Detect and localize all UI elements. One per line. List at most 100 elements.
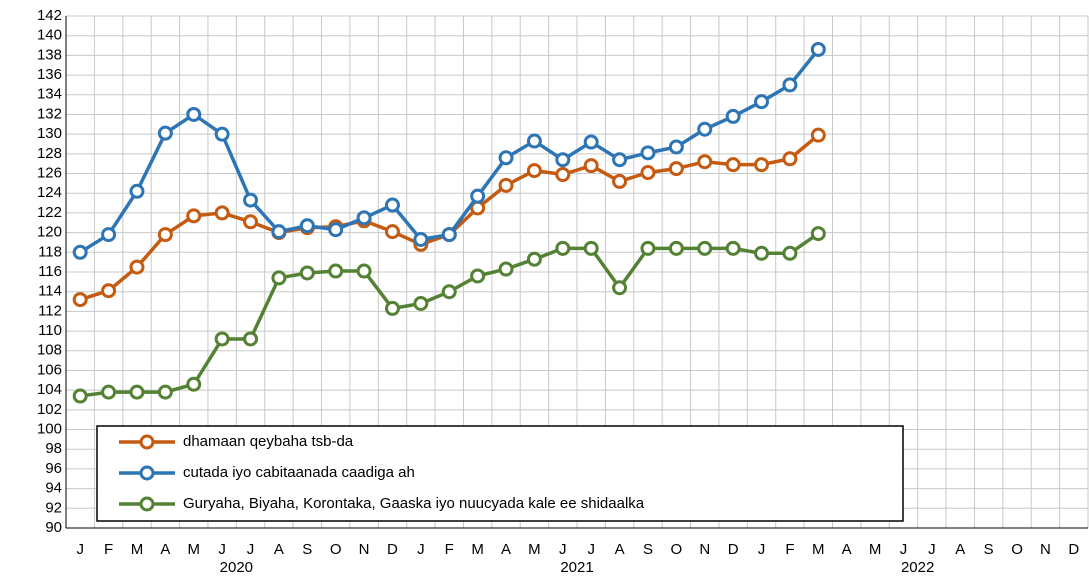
x-tick-label: A [955,541,965,558]
x-tick-label: A [615,541,625,558]
y-tick-label: 92 [45,499,62,516]
x-tick-label: M [131,541,144,558]
data-point [697,121,713,137]
x-tick-label: A [501,541,511,558]
data-point [782,77,798,93]
data-point [243,214,259,230]
data-point [754,157,770,173]
data-point [583,134,599,150]
y-tick-label: 126 [37,165,62,182]
legend-label: Guryaha, Biyaha, Korontaka, Gaaska iyo n… [183,495,645,512]
data-point [612,280,628,296]
data-point [754,94,770,110]
data-point [754,245,770,261]
y-tick-label: 96 [45,460,62,477]
x-tick-label: S [643,541,653,558]
data-point [583,158,599,174]
y-tick-label: 136 [37,66,62,83]
data-point [555,167,571,183]
data-point [470,188,486,204]
year-label: 2022 [901,559,934,576]
data-point [384,197,400,213]
data-point [725,157,741,173]
y-tick-label: 124 [37,184,62,201]
legend-box [96,425,904,522]
legend-marker [139,434,155,450]
data-point [384,300,400,316]
y-tick-label: 130 [37,125,62,142]
data-point [640,240,656,256]
data-point [498,261,514,277]
x-tick-label: J [587,541,595,558]
legend-label: cutada iyo cabitaanada caadiga ah [183,464,415,481]
data-point [782,245,798,261]
data-point [328,222,344,238]
data-point [72,292,88,308]
y-tick-label: 112 [38,302,62,319]
data-point [157,125,173,141]
data-point [101,283,117,299]
data-point [526,163,542,179]
data-point [413,232,429,248]
data-point [129,384,145,400]
data-point [782,151,798,167]
y-tick-label: 118 [38,243,62,260]
x-tick-label: J [417,541,425,558]
legend-marker [139,496,155,512]
x-tick-label: S [302,541,312,558]
x-tick-label: N [699,541,710,558]
year-label: 2020 [220,559,253,576]
data-point [214,126,230,142]
x-tick-label: J [218,541,226,558]
data-point [328,263,344,279]
year-label: 2021 [560,559,593,576]
data-point [157,384,173,400]
data-point [214,205,230,221]
data-point [640,145,656,161]
data-point [697,154,713,170]
data-point [413,296,429,312]
x-tick-label: A [160,541,170,558]
y-tick-label: 100 [37,421,62,438]
data-point [725,240,741,256]
data-point [186,106,202,122]
data-point [526,251,542,267]
x-tick-label: O [671,541,683,558]
data-point [72,244,88,260]
x-tick-label: S [984,541,994,558]
x-tick-label: J [928,541,936,558]
x-tick-label: J [758,541,766,558]
data-point [129,259,145,275]
data-point [498,150,514,166]
data-point [498,177,514,193]
data-point [299,265,315,281]
x-tick-label: F [445,541,454,558]
data-point [299,218,315,234]
x-tick-label: M [528,541,541,558]
x-tick-label: F [785,541,794,558]
y-tick-label: 98 [45,440,62,457]
legend-marker [139,465,155,481]
data-point [72,388,88,404]
data-point [555,152,571,168]
y-tick-label: 116 [38,263,62,280]
y-tick-label: 132 [37,105,62,122]
data-point [810,226,826,242]
y-tick-label: 114 [38,283,62,300]
data-point [668,240,684,256]
data-point [356,210,372,226]
data-point [668,139,684,155]
data-point [271,270,287,286]
data-point [101,227,117,243]
x-tick-label: D [387,541,398,558]
data-point [725,108,741,124]
data-point [243,331,259,347]
y-tick-label: 106 [37,361,62,378]
data-point [583,240,599,256]
x-tick-label: F [104,541,113,558]
y-tick-label: 134 [37,86,62,103]
y-tick-label: 128 [37,145,62,162]
data-point [470,268,486,284]
x-tick-label: J [76,541,84,558]
